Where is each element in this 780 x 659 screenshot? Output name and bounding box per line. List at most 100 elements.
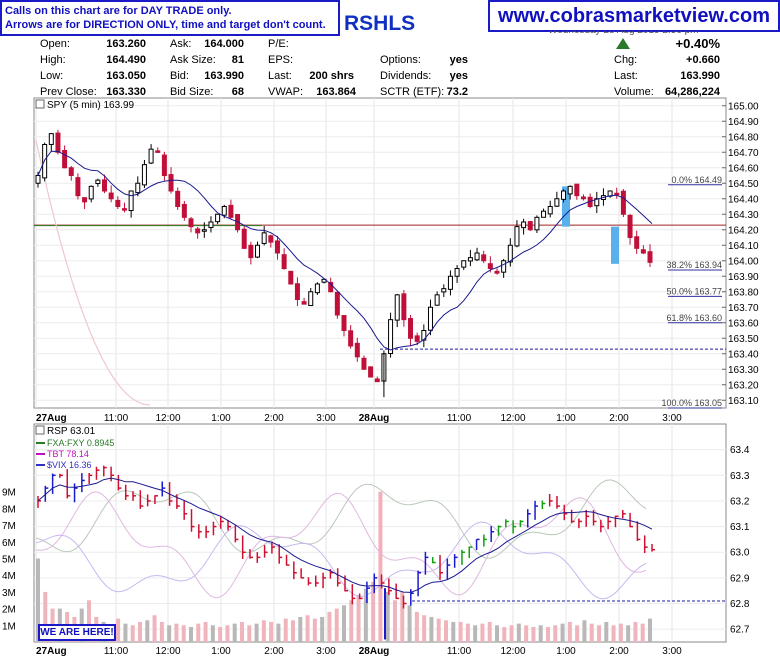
y-tick-label-top: 163.50: [728, 334, 759, 345]
candle-body: [534, 216, 540, 231]
volume-bar: [283, 618, 288, 642]
volume-bar: [36, 558, 40, 642]
fib-label: 38.2% 163.94: [666, 260, 722, 270]
volume-bar: [225, 625, 230, 642]
candle-body: [155, 150, 161, 153]
volume-bar: [626, 625, 631, 642]
website-banner[interactable]: www.cobrasmarketview.com: [488, 0, 780, 32]
volume-bar: [159, 621, 164, 642]
candle-body: [55, 132, 61, 153]
chg-value: +0.660: [686, 54, 720, 66]
x-tick-label-bottom: 11:00: [447, 646, 472, 657]
candle-body: [301, 301, 307, 305]
rsp-moving-average: [37, 477, 653, 593]
x-tick-label-top: 28Aug: [359, 413, 390, 424]
volume-bar: [589, 623, 594, 642]
volume-bar: [546, 626, 550, 642]
volume-bar: [487, 621, 492, 642]
candle-body: [294, 283, 300, 301]
volume-bar: [422, 615, 427, 642]
candle-body: [181, 203, 187, 218]
candle-body: [228, 204, 234, 218]
x-tick-label-top: 12:00: [500, 413, 525, 424]
candle-body: [640, 249, 646, 254]
volume-bar: [465, 623, 470, 642]
volume-bar: [240, 621, 244, 642]
bid-label: Bid:: [170, 70, 189, 82]
candle-body: [108, 192, 114, 200]
volume-bar: [298, 616, 303, 642]
candle-body: [288, 270, 294, 285]
chg-label: Chg:: [614, 54, 638, 66]
y-tick-label-top: 164.00: [728, 256, 759, 267]
volume-bar: [349, 600, 354, 642]
options-label: Options:: [380, 54, 421, 66]
candle-body: [148, 148, 154, 164]
low-label: Low:: [40, 70, 64, 82]
volume-bar: [232, 623, 237, 642]
open-label: Open:: [40, 38, 70, 50]
candle-body: [614, 192, 620, 196]
volume-bar: [385, 591, 390, 642]
candle-body: [82, 197, 88, 203]
volume-bar: [363, 588, 368, 642]
x-tick-label-top: 1:00: [556, 413, 576, 424]
candle-body: [647, 251, 653, 263]
y-tick-label-top: 164.80: [728, 132, 759, 143]
x-tick-label-bottom: 28Aug: [359, 646, 390, 657]
x-tick-label-top: 11:00: [104, 413, 129, 424]
candle-body: [521, 221, 527, 229]
candle-body: [188, 218, 194, 228]
candle-body: [368, 366, 374, 378]
candle-body: [261, 232, 267, 244]
volume-bar: [334, 608, 339, 642]
legend-chip: [35, 425, 45, 435]
bid-value: 163.990: [204, 70, 244, 82]
volume-bar: [582, 620, 587, 642]
y-tick-label-top: 163.40: [728, 349, 759, 360]
volume-bar: [509, 625, 514, 642]
y-tick-label-bottom: 62.9: [730, 573, 750, 584]
x-tick-label-top: 12:00: [155, 413, 180, 424]
volume-bar: [378, 491, 383, 642]
last-value: 163.990: [680, 70, 720, 82]
symbol-fragment: RSHLS: [344, 12, 416, 35]
candle-body: [268, 235, 274, 243]
candle-body: [634, 236, 640, 249]
candle-body: [474, 252, 480, 261]
ask-value: 164.000: [204, 38, 244, 50]
chart-title-top: SPY (5 min) 163.99: [47, 100, 135, 111]
candle-body: [175, 190, 181, 207]
candle-body: [507, 244, 513, 263]
volume-bar: [597, 625, 601, 642]
volume-bar: [436, 618, 441, 642]
y-tick-label-top: 163.70: [728, 303, 759, 314]
notice-line-1: Calls on this chart are for DAY TRADE on…: [5, 5, 232, 17]
volume-bar: [276, 623, 281, 642]
candle-body: [141, 164, 147, 186]
prev-close-value: 163.330: [106, 86, 146, 98]
x-tick-label-top: 1:00: [211, 413, 231, 424]
volume-bar: [538, 625, 543, 642]
volume-bar: [516, 623, 521, 642]
candle-body: [208, 221, 214, 229]
candle-body: [388, 319, 394, 355]
x-tick-label-bottom: 11:00: [104, 646, 129, 657]
candle-body: [128, 190, 134, 212]
candle-body: [441, 288, 447, 293]
volume-bar: [648, 618, 652, 642]
highlight-bar: [562, 186, 570, 227]
volume-bar: [502, 626, 507, 642]
x-tick-label-top: 2:00: [609, 413, 629, 424]
highlight-bar: [611, 226, 619, 264]
candle-body: [88, 185, 94, 200]
volume-bar: [553, 625, 558, 642]
volume-bar: [524, 625, 529, 642]
dividends-value: yes: [449, 70, 468, 82]
candle-body: [547, 206, 553, 215]
y-tick-label-top: 164.10: [728, 241, 759, 252]
candle-body: [274, 240, 280, 254]
y-tick-label-top: 164.90: [728, 117, 759, 128]
volume-tick-label: 7M: [2, 521, 16, 532]
